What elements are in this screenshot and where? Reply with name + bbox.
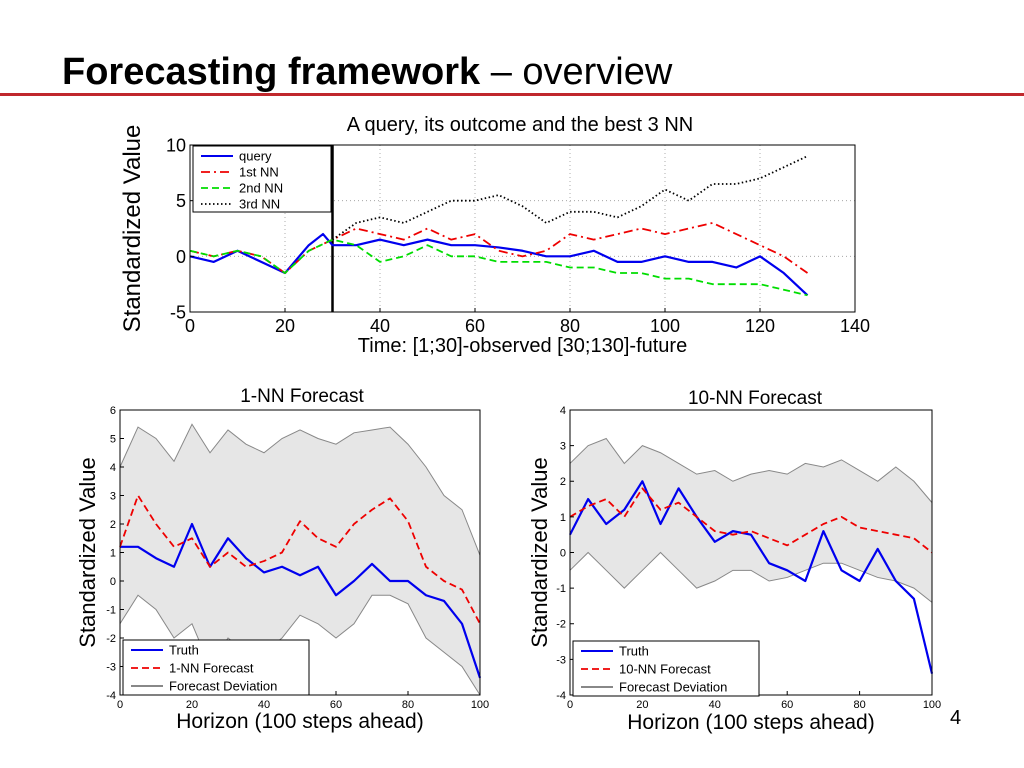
y-tick-label: 5 (110, 433, 116, 445)
legend-entry: Truth (619, 644, 649, 659)
x-tick-label: 80 (402, 699, 414, 711)
y-tick-label: -4 (556, 690, 566, 702)
series-line-1st-nn (189, 222, 809, 274)
y-tick-label: 3 (560, 441, 566, 453)
chart-title: 10-NN Forecast (688, 388, 823, 409)
forecast-deviation-band (120, 424, 480, 695)
y-tick-label: -2 (106, 633, 116, 645)
title-rule (0, 93, 1024, 96)
slide-title-rest: – overview (480, 51, 673, 93)
legend-entry: 1st NN (239, 165, 279, 180)
legend-entry: Forecast Deviation (169, 679, 277, 694)
forecast-deviation-lower (569, 551, 933, 603)
x-axis-label: Horizon (100 steps ahead) (176, 710, 423, 733)
x-tick-label: 80 (560, 316, 580, 336)
x-axis-label: Time: [1;30]-observed [30;130]-future (358, 335, 687, 357)
x-tick-label: 0 (117, 699, 123, 711)
x-tick-label: 20 (636, 699, 648, 711)
legend-entry: 3rd NN (239, 197, 280, 212)
x-axis-label: Horizon (100 steps ahead) (627, 711, 874, 734)
series-line-query (189, 232, 809, 297)
forecast-deviation-band (570, 438, 932, 603)
series-line-10-nn-forecast (569, 487, 933, 554)
x-tick-label: 40 (258, 699, 270, 711)
y-tick-label: 5 (176, 191, 186, 211)
forecast-deviation-lower (119, 594, 481, 696)
x-tick-label: 140 (840, 316, 870, 336)
chart-title: 1-NN Forecast (240, 386, 364, 407)
chart-2: 0 20 40 60 80 100 -4 -3 -2 -1 0 1 2 3 4 5 6 1-NN Forecast… (75, 386, 489, 733)
slide-title: Forecasting framework – overview (62, 50, 672, 94)
y-tick-label: 0 (110, 576, 116, 588)
y-tick-label: 6 (110, 405, 116, 417)
y-tick-label: 10 (166, 135, 186, 155)
x-tick-label: 0 (185, 316, 195, 336)
y-tick-label: -5 (170, 302, 186, 322)
x-tick-label: 120 (745, 316, 775, 336)
legend-entry: query (239, 149, 272, 164)
y-tick-label: 1 (560, 512, 566, 524)
y-tick-label: 0 (176, 247, 186, 267)
x-tick-label: 20 (275, 316, 295, 336)
x-tick-label: 0 (567, 699, 573, 711)
y-axis-label: Standardized Value (119, 125, 146, 333)
y-tick-label: 4 (560, 405, 566, 417)
y-axis-label: Standardized Value (75, 457, 100, 647)
y-tick-label: 4 (110, 462, 116, 474)
legend-entry: 1-NN Forecast (169, 661, 254, 676)
legend-entry: 10-NN Forecast (619, 662, 711, 677)
y-tick-label: 3 (110, 490, 116, 502)
x-tick-label: 40 (370, 316, 390, 336)
slide-title-bold: Forecasting framework (62, 51, 481, 93)
x-tick-label: 60 (781, 699, 793, 711)
forecast-deviation-upper (569, 437, 933, 503)
x-tick-label: 100 (650, 316, 680, 336)
y-tick-label: -1 (106, 604, 116, 616)
legend-entry: Forecast Deviation (619, 680, 727, 695)
forecast-deviation-upper (119, 423, 481, 556)
y-tick-label: -3 (556, 654, 566, 666)
series-line-truth (569, 480, 934, 674)
chart-title: A query, its outcome and the best 3 NN (347, 114, 693, 136)
x-tick-label: 100 (471, 699, 489, 711)
y-tick-label: 0 (560, 547, 566, 559)
series-line-1-nn-forecast (119, 494, 481, 625)
series-line-truth (120, 522, 482, 679)
plot-frame (189, 144, 856, 313)
legend-entry: Truth (169, 643, 199, 658)
y-tick-label: -4 (106, 690, 116, 702)
chart-3: 0 20 40 60 80 100 -4 -3 -2 -1 0 1 2 3 4 10-NN Forecast H… (527, 388, 941, 734)
y-axis-label: Standardized Value (527, 457, 552, 647)
y-tick-label: -3 (106, 661, 116, 673)
x-tick-label: 40 (709, 699, 721, 711)
x-tick-label: 100 (923, 699, 941, 711)
x-tick-label: 60 (465, 316, 485, 336)
y-tick-label: 2 (560, 476, 566, 488)
y-tick-label: -1 (556, 583, 566, 595)
y-tick-label: -2 (556, 619, 566, 631)
x-tick-label: 60 (330, 699, 342, 711)
x-tick-label: 20 (186, 699, 198, 711)
legend-box (192, 145, 332, 213)
page-number: 4 (950, 707, 962, 729)
y-tick-label: 2 (110, 519, 116, 531)
y-tick-label: 1 (110, 547, 116, 559)
legend-entry: 2nd NN (239, 181, 283, 196)
series-line-2nd-nn (189, 238, 808, 297)
x-tick-label: 80 (853, 699, 865, 711)
